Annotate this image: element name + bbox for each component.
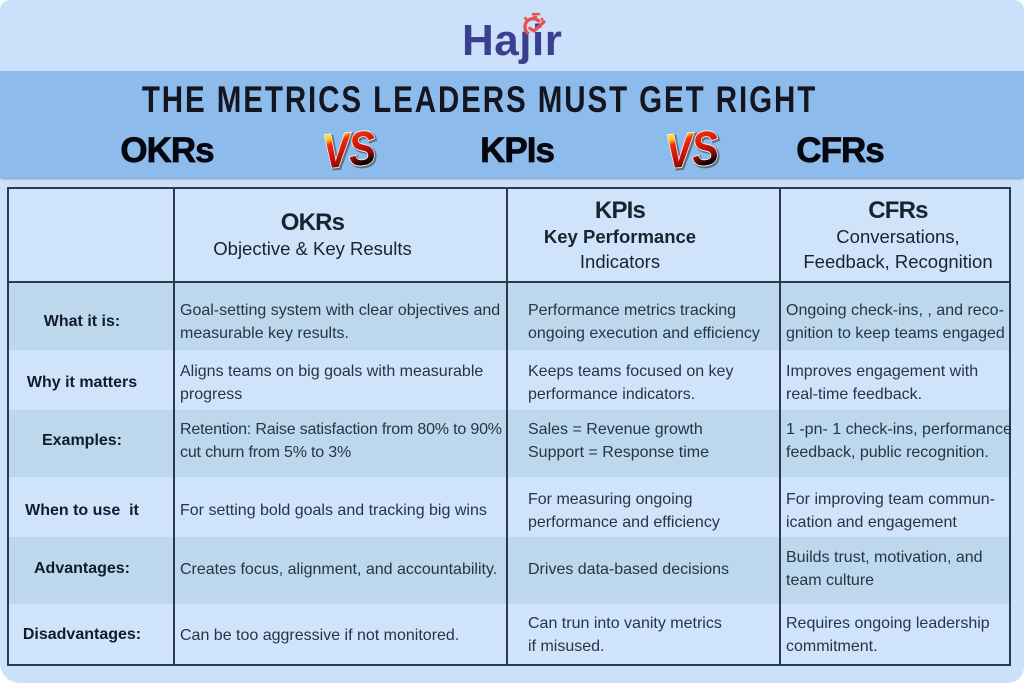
svg-text:VS: VS [664, 125, 722, 179]
svg-text:VS: VS [322, 125, 380, 180]
svg-text:VS: VS [665, 125, 723, 180]
svg-text:VS: VS [321, 125, 379, 179]
